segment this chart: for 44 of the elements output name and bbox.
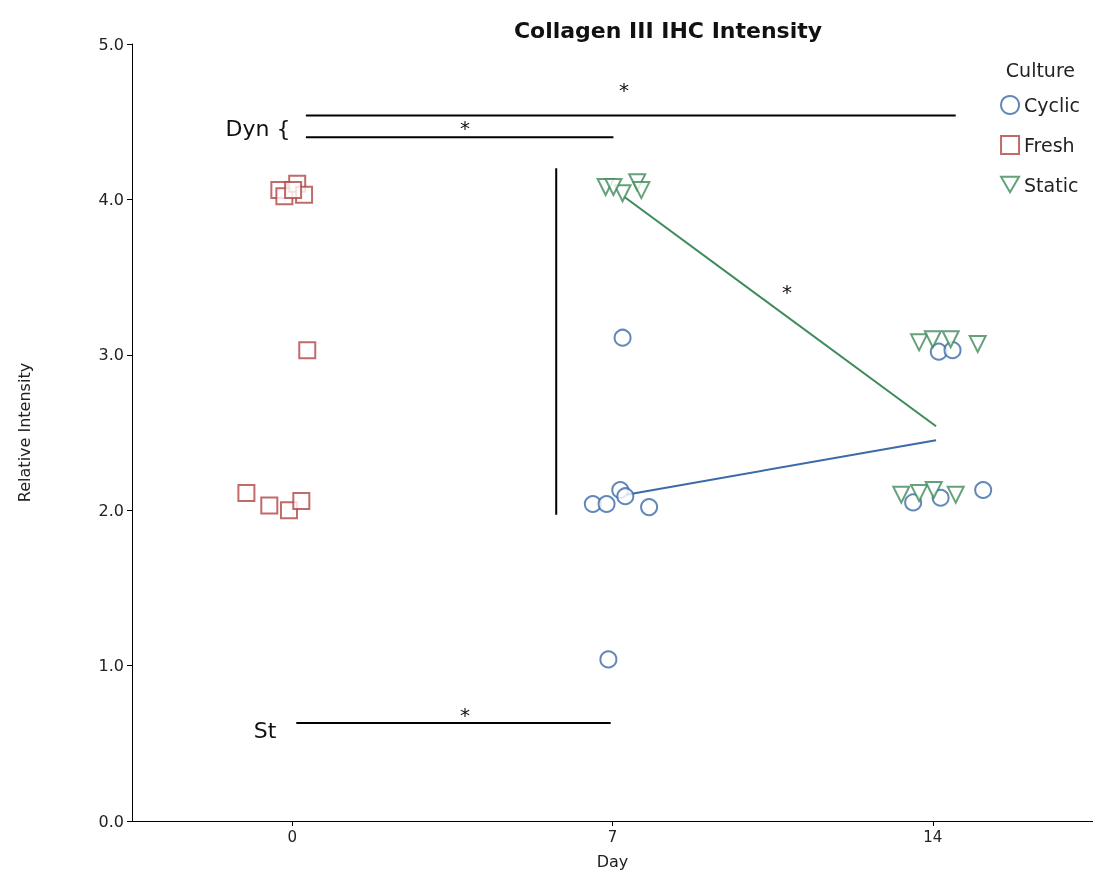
annotation: * xyxy=(782,280,792,304)
point xyxy=(613,328,632,347)
point xyxy=(599,650,618,669)
point xyxy=(904,493,923,512)
annotation: * xyxy=(460,703,470,727)
legend-label: Cyclic xyxy=(1024,94,1081,116)
point xyxy=(974,481,993,499)
y-tick-label: 1.0 xyxy=(98,656,124,676)
x-tick-label: 14 xyxy=(923,827,943,846)
legend-label: Fresh xyxy=(1024,134,1075,156)
y-tick-label: 5.0 xyxy=(98,34,124,54)
chart-title: Collagen III IHC Intensity xyxy=(513,17,823,43)
annotation: * xyxy=(619,78,629,102)
x-axis-title: Day xyxy=(596,851,629,871)
point xyxy=(968,334,987,353)
point xyxy=(910,333,929,352)
legend-title: Culture xyxy=(1005,58,1076,81)
point xyxy=(237,484,256,503)
point xyxy=(298,341,317,360)
y-tick-label: 2.0 xyxy=(98,500,124,520)
point xyxy=(604,177,623,196)
point xyxy=(284,181,303,200)
y-tick-label: 0.0 xyxy=(98,811,124,831)
point xyxy=(616,487,635,506)
point xyxy=(910,484,929,503)
annotation: Dyn { xyxy=(225,115,291,141)
y-tick-label: 3.0 xyxy=(98,345,124,365)
point xyxy=(946,485,965,504)
annotation: * xyxy=(460,116,470,140)
point xyxy=(924,481,943,499)
y-axis-title: Relative Intensity xyxy=(14,362,34,503)
x-tick-label: 0 xyxy=(287,827,297,846)
point xyxy=(597,494,616,513)
point xyxy=(260,496,279,515)
annotation: St xyxy=(253,717,277,743)
x-tick-label: 7 xyxy=(607,827,618,846)
point xyxy=(892,485,911,504)
legend-label: Static xyxy=(1024,173,1079,196)
point xyxy=(292,491,311,510)
point xyxy=(941,330,960,349)
point xyxy=(640,498,659,517)
y-tick-label: 4.0 xyxy=(98,189,124,209)
point xyxy=(632,181,651,200)
point xyxy=(923,330,942,349)
